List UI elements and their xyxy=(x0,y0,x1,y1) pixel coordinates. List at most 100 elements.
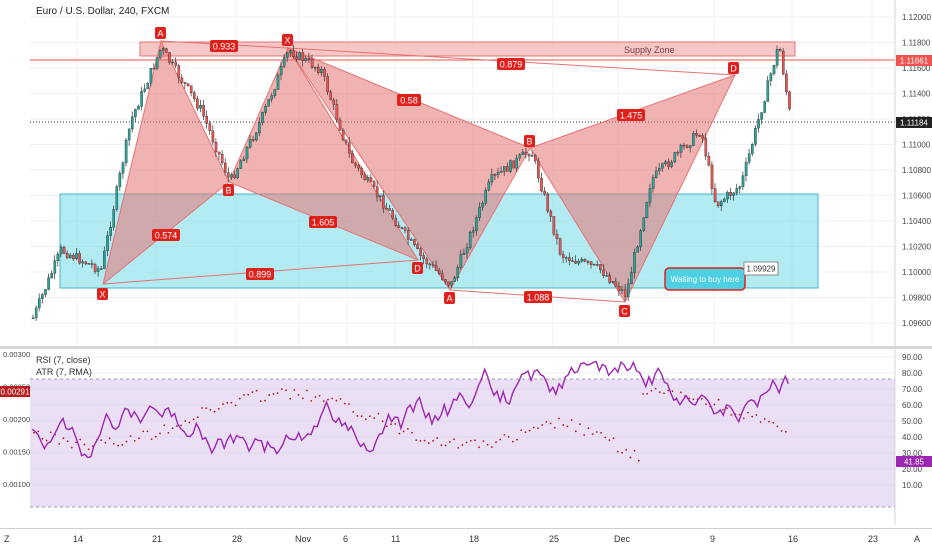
candle-body xyxy=(177,65,181,79)
candle-body xyxy=(208,123,212,131)
price-chart-pane[interactable]: Supply Zone X A B X D A xyxy=(0,0,932,346)
candle-body xyxy=(437,270,441,275)
atr-dot xyxy=(264,399,266,402)
point-b2-label: B xyxy=(526,137,532,147)
atr-dot xyxy=(612,437,615,440)
time-axis[interactable]: Z A 14 21 28 Nov 6 11 18 25 Dec 9 16 23 xyxy=(0,528,932,551)
pane-separator[interactable] xyxy=(0,346,932,349)
atr-dot xyxy=(226,401,229,404)
candle-body xyxy=(149,68,153,84)
atr-dot xyxy=(129,435,132,438)
atr-dot xyxy=(549,422,552,425)
point-b1-label: B xyxy=(225,186,231,196)
candle-body xyxy=(295,56,298,60)
atr-dot xyxy=(49,431,52,434)
supply-zone[interactable] xyxy=(139,41,796,57)
candle-body xyxy=(369,177,373,182)
candle-body xyxy=(416,244,419,250)
atr-dot xyxy=(717,398,720,401)
atr-dot xyxy=(436,437,439,439)
candle-body xyxy=(93,264,97,272)
atr-dot xyxy=(495,441,497,444)
price-tick-label: 1.09800 xyxy=(902,294,931,303)
candle-body xyxy=(692,133,695,146)
candle-body xyxy=(679,144,683,153)
candle-body xyxy=(574,260,577,264)
candle-body xyxy=(667,161,670,167)
candle-body xyxy=(385,208,388,210)
candle-body xyxy=(754,127,757,145)
price-chart-canvas[interactable]: Supply Zone X A B X D A xyxy=(0,0,932,346)
candle-body xyxy=(344,139,348,143)
candle-body xyxy=(65,253,69,259)
candle-body xyxy=(320,69,323,74)
corner-right-label[interactable]: A xyxy=(914,534,921,544)
atr-dot xyxy=(650,389,653,392)
point-d1-label: D xyxy=(414,264,421,274)
price-tick-label: 1.10800 xyxy=(902,166,931,175)
atr-series[interactable] xyxy=(33,387,787,462)
candle-body xyxy=(38,298,41,309)
waiting-callout[interactable] xyxy=(664,267,746,291)
atr-dot xyxy=(217,407,220,410)
candle-body xyxy=(744,162,748,176)
candlestick-series[interactable] xyxy=(31,45,791,321)
candle-body xyxy=(664,161,667,164)
rsi-series[interactable] xyxy=(31,360,790,459)
candle-body xyxy=(372,181,376,187)
time-tick: Nov xyxy=(295,534,312,544)
atr-dot xyxy=(532,426,535,429)
atr-dot xyxy=(499,438,502,441)
atr-dot xyxy=(335,399,338,402)
candle-body xyxy=(304,58,308,62)
atr-dot xyxy=(171,427,174,430)
candle-body xyxy=(608,275,611,283)
atr-dot xyxy=(768,420,770,423)
candle-body xyxy=(254,132,258,141)
indicator-grid xyxy=(30,356,895,486)
candle-body xyxy=(403,227,407,231)
candle-body xyxy=(543,190,546,195)
point-x2-label: X xyxy=(284,36,290,46)
candle-body xyxy=(568,257,571,261)
rsi-axis[interactable]: 90.00 80.00 70.00 60.00 50.00 40.00 30.00 20.00… xyxy=(902,353,923,490)
rsi-label: RSI (7, close) xyxy=(36,355,91,365)
candle-body xyxy=(332,99,336,105)
atr-dot xyxy=(570,419,573,421)
atr-dot xyxy=(280,388,283,391)
atr-value-text: 0.00291 xyxy=(1,388,30,397)
candle-body xyxy=(394,217,398,226)
candle-body xyxy=(651,177,655,189)
atr-dot xyxy=(461,444,464,446)
candle-body xyxy=(301,52,305,62)
waiting-price-box xyxy=(743,261,779,276)
indicator-pane[interactable]: 90.00 80.00 70.00 60.00 50.00 40.00 30.00 20.00… xyxy=(0,349,932,525)
atr-dot xyxy=(587,427,590,430)
atr-dot xyxy=(112,442,115,445)
atr-dot xyxy=(440,444,443,447)
point-x1-label: X xyxy=(99,290,105,300)
atr-dot xyxy=(721,408,724,411)
atr-dot xyxy=(507,435,510,438)
indicator-canvas[interactable]: 90.00 80.00 70.00 60.00 50.00 40.00 30.00 20.00… xyxy=(0,349,932,525)
atr-dot xyxy=(423,439,426,442)
candle-body xyxy=(62,246,66,254)
ratio-label: 1.605 xyxy=(312,218,335,228)
candle-body xyxy=(34,307,38,319)
price-axis[interactable]: 1.120001.118001.116001.114001.112001.110… xyxy=(902,13,931,328)
atr-dot xyxy=(352,411,355,413)
atr-dot xyxy=(146,430,149,433)
current-price-text: 1.11184 xyxy=(900,119,928,128)
candle-body xyxy=(282,57,286,67)
price-tick-label: 1.11400 xyxy=(902,90,931,99)
atr-dot xyxy=(692,398,695,401)
candle-body xyxy=(292,50,295,57)
candle-body xyxy=(741,175,745,187)
atr-dot xyxy=(192,418,195,421)
corner-left-label[interactable]: Z xyxy=(4,534,10,544)
candle-body xyxy=(654,170,658,178)
candle-body xyxy=(620,289,624,291)
candle-body xyxy=(103,250,106,269)
atr-dot xyxy=(520,429,523,432)
